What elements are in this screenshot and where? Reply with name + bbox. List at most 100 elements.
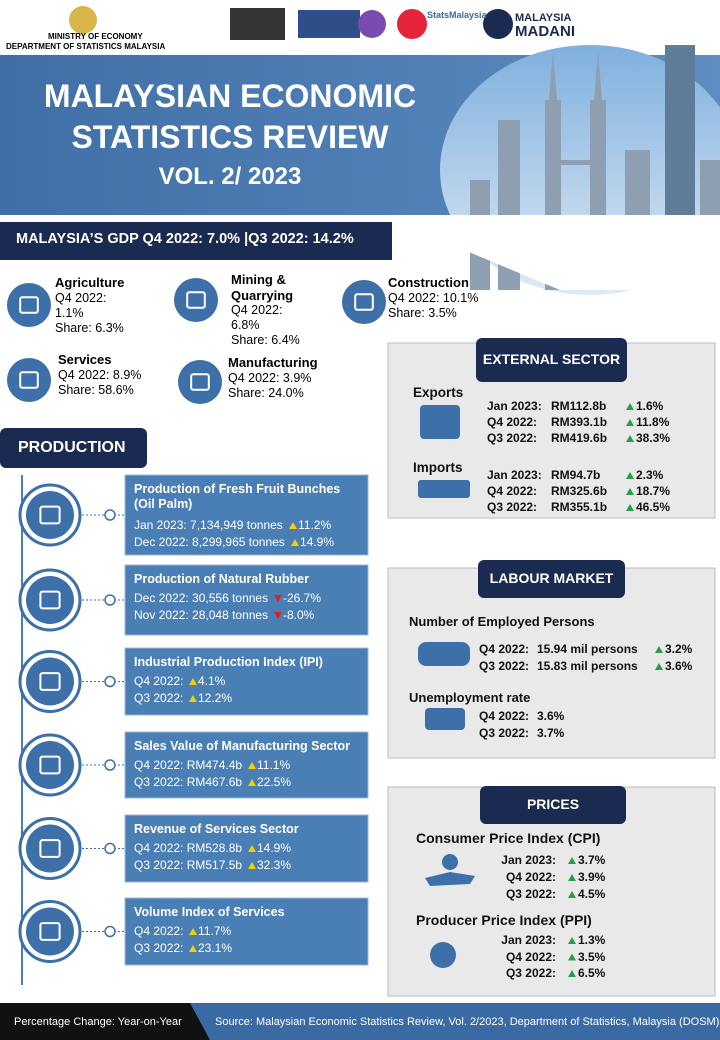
trend-arrow (655, 646, 663, 653)
trend-arrow (626, 403, 634, 410)
sector-growth: Q4 2022: 8.9% (58, 367, 142, 382)
trend-arrow (189, 695, 197, 702)
sector-growth: Q4 2022: 1.1% (55, 290, 107, 320)
row-change: 1.3% (578, 933, 606, 947)
trend-arrow (626, 504, 634, 511)
row-value: 3.7% (537, 726, 565, 740)
icon-circle (26, 907, 74, 956)
sector: Services Q4 2022: 8.9% Share: 58.6% (58, 352, 178, 398)
card-row-label: Q4 2022: (134, 674, 184, 688)
row-change: 18.7% (636, 484, 671, 498)
row-value: RM325.6b (551, 484, 608, 498)
card-row-label: Q4 2022: (134, 924, 184, 938)
row-period: Q3 2022: (487, 431, 538, 445)
row-change: 3.6% (665, 659, 693, 673)
card-row-label: Nov 2022: 28,048 tonnes (134, 608, 269, 622)
prices-tab (480, 786, 626, 824)
trend-arrow (626, 419, 634, 426)
row-period: Jan 2023: (487, 468, 542, 482)
row-period: Jan 2023: (487, 399, 542, 413)
row-period: Q3 2022: (479, 659, 530, 673)
card-row-change: 14.9% (257, 841, 292, 855)
card-row-label: Q3 2022: (134, 691, 184, 705)
connector-dot (104, 675, 116, 688)
sector-name: Agriculture (55, 275, 125, 290)
row-period: Q3 2022: (505, 887, 556, 901)
row-change: 4.5% (578, 887, 606, 901)
gdp-banner-bg (0, 222, 392, 260)
gdp-banner: MALAYSIA’S GDP Q4 2022: 7.0% |Q3 2022: 1… (16, 231, 354, 247)
panel-title: EXTERNAL SECTOR (482, 351, 621, 367)
sector-name: Construction (388, 275, 469, 290)
icon-circle (26, 824, 74, 873)
icon-glyph (39, 672, 61, 691)
icon-circle (26, 491, 74, 539)
row-change: 3.5% (578, 949, 606, 964)
card-row-change: 4.1% (198, 674, 226, 688)
icon-circle (174, 278, 218, 322)
trend-arrow (568, 970, 576, 977)
icon-glyph (186, 291, 206, 309)
ministry-logo (69, 6, 97, 34)
card-row-change: 22.5% (257, 775, 292, 789)
row-period: Q4 2022: (479, 642, 530, 656)
row-value: RM112.8b (551, 399, 607, 413)
title-line: STATISTICS REVIEW (71, 119, 389, 155)
group-label: Consumer Price Index (CPI) (416, 830, 601, 846)
trend-arrow (568, 953, 576, 961)
sector: Mining & Quarrying Q4 2022: 6.8% Share: 6.… (231, 272, 311, 348)
sector-share: Share: 3.5% (388, 305, 457, 320)
rm-icon (430, 942, 456, 968)
trend-arrow (626, 435, 634, 442)
icon-circle (342, 280, 386, 324)
icon-circle (26, 657, 74, 706)
trend-arrow (289, 522, 297, 529)
panel-title: LABOUR MARKET (489, 570, 614, 586)
trend-arrow (248, 779, 256, 786)
trend-arrow (568, 891, 576, 898)
card-row-change: 23.1% (198, 941, 233, 955)
card-row-change: -26.7% (283, 591, 322, 605)
card-row-change: 12.2% (198, 691, 233, 705)
row-period: Q4 2022: (505, 870, 556, 884)
sector-name: Services (58, 352, 112, 367)
card-row-change: 32.3% (257, 858, 292, 872)
production-card (124, 814, 369, 883)
icon-circle (178, 360, 222, 404)
labour-tab (478, 560, 625, 598)
icon-circle (7, 358, 51, 402)
sector-growth: Q4 2022: 3.9% (228, 370, 312, 385)
footer-source: Source: Malaysian Economic Statistics Re… (215, 1016, 720, 1028)
sdg-logo (397, 9, 427, 39)
icon-glyph (354, 293, 374, 311)
production-card (124, 564, 369, 636)
desk-icon (425, 708, 465, 730)
trend-arrow (248, 862, 256, 869)
row-change: 2.3% (636, 468, 664, 482)
trend-arrow (626, 488, 634, 495)
production-card (124, 647, 369, 716)
card-row-label: Jan 2023: 7,134,949 tonnes (134, 518, 283, 532)
production-card (124, 474, 369, 556)
icon-glyph (39, 839, 61, 858)
sector-name: Mining & Quarrying (231, 272, 294, 303)
row-period: Q3 2022: (487, 500, 538, 514)
row-period: Q3 2022: (505, 966, 556, 980)
row-change: 46.5% (636, 500, 671, 514)
row-value: RM94.7b (551, 468, 601, 482)
group-label: Producer Price Index (PPI) (416, 912, 592, 928)
row-period: Q4 2022: (505, 949, 556, 964)
card-row-label: Q4 2022: RM528.8b (134, 841, 243, 855)
trend-arrow (248, 845, 256, 852)
card-row-change: 14.9% (300, 535, 335, 549)
row-change: 3.7% (578, 853, 606, 867)
trend-arrow (291, 539, 299, 546)
row-value: 15.94 mil persons (537, 642, 638, 656)
group-label: Imports (413, 460, 463, 475)
ship-icon (418, 480, 470, 498)
footer-note: Percentage Change: Year-on-Year (14, 1016, 182, 1028)
connector-dot (104, 759, 116, 771)
madani-logo (483, 9, 513, 39)
card-row-label: Q4 2022: RM474.4b (134, 758, 243, 772)
